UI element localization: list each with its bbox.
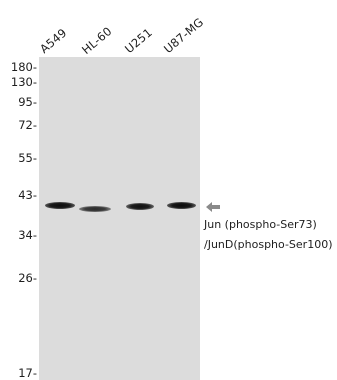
mw-marker-43: 43- [18,188,37,202]
lane-label-a549: A549 [37,25,70,56]
left-arrow-icon [206,202,220,212]
band-lane-3 [126,203,154,210]
lane-label-hl60: HL-60 [79,24,115,58]
blot-panel [39,57,200,380]
mw-marker-34: 34- [18,228,37,242]
band-label-line-2: /JunD(phospho-Ser100) [204,238,333,251]
band-lane-4 [167,202,196,209]
mw-marker-95: 95- [18,95,37,109]
mw-marker-26: 26- [18,271,37,285]
band-lane-2 [79,206,111,212]
mw-marker-72: 72- [18,118,37,132]
mw-marker-180: 180- [10,60,37,74]
lane-label-u87mg: U87-MG [161,14,207,56]
mw-marker-55: 55- [18,151,37,165]
band-lane-1 [45,202,75,209]
band-label-line-1: Jun (phospho-Ser73) [204,218,317,231]
lane-label-u251: U251 [122,25,155,56]
mw-marker-17: 17- [18,366,37,380]
mw-marker-130: 130- [10,75,37,89]
